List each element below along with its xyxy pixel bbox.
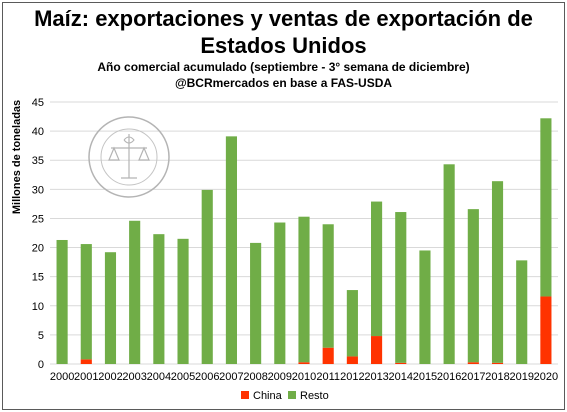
y-tick-label: 45: [32, 97, 44, 109]
legend-label-resto: Resto: [300, 390, 329, 402]
chart-subtitle-line-1: Año comercial acumulado (septiembre - 3°…: [97, 60, 470, 74]
bar-resto-2019: [516, 260, 528, 364]
y-tick-label: 25: [32, 213, 44, 225]
bar-china-2011: [322, 347, 334, 364]
bar-resto-2013: [371, 201, 383, 337]
y-tick-label: 40: [32, 126, 44, 138]
bar-resto-2020: [540, 118, 552, 297]
chart-title-line-2: Estados Unidos: [200, 33, 367, 58]
x-tick-label: 2002: [98, 371, 122, 383]
x-tick-label: 2010: [292, 371, 316, 383]
bar-resto-2010: [298, 216, 310, 363]
y-tick-label: 35: [32, 155, 44, 167]
x-tick-label: 2011: [316, 371, 340, 383]
x-tick-label: 2001: [74, 371, 98, 383]
bcr-seal-watermark: [88, 116, 170, 198]
bar-china-2014: [395, 362, 407, 364]
bar-resto-2014: [395, 212, 407, 363]
y-tick-label: 30: [32, 184, 44, 196]
x-tick-label: 2003: [122, 371, 146, 383]
x-tick-label: 2007: [219, 371, 243, 383]
legend-swatch-resto: [288, 391, 296, 399]
x-tick-label: 2020: [534, 371, 558, 383]
x-tick-label: 2012: [340, 371, 364, 383]
bar-resto-2012: [346, 290, 358, 357]
x-tick-label: 2006: [195, 371, 219, 383]
bar-resto-2003: [129, 220, 141, 364]
x-tick-label: 2004: [147, 371, 171, 383]
bar-resto-2006: [201, 189, 213, 364]
bar-china-2018: [491, 362, 504, 364]
legend: China Resto: [241, 390, 329, 402]
y-axis-ticks: 0 5 10 15 20 25 30 35 40 45: [32, 97, 44, 371]
bar-china-2020: [540, 296, 552, 364]
bar-resto-2018: [491, 181, 504, 363]
x-tick-label: 2000: [50, 371, 74, 383]
bar-resto-2009: [274, 222, 286, 364]
x-tick-label: 2014: [389, 371, 413, 383]
bar-china-2001: [80, 359, 92, 364]
bar-resto-2000: [56, 239, 68, 364]
x-tick-label: 2005: [171, 371, 195, 383]
legend-label-china: China: [253, 390, 283, 402]
chart-title-line-1: Maíz: exportaciones y ventas de exportac…: [34, 6, 533, 31]
y-tick-label: 10: [32, 301, 44, 313]
y-axis-label: Millones de toneladas: [11, 100, 23, 214]
x-tick-label: 2013: [364, 371, 388, 383]
y-tick-label: 20: [32, 243, 44, 255]
bar-resto-2015: [419, 250, 431, 364]
x-tick-label: 2015: [413, 371, 437, 383]
x-tick-label: 2019: [509, 371, 533, 383]
bar-china-2010: [298, 362, 310, 364]
y-tick-label: 5: [38, 330, 44, 342]
bar-china-2017: [467, 362, 479, 364]
bar-resto-2016: [443, 164, 455, 364]
bar-china-2012: [346, 356, 358, 364]
y-tick-label: 0: [38, 359, 44, 371]
bar-resto-2017: [467, 209, 479, 363]
bar-resto-2001: [80, 244, 92, 360]
x-tick-label: 2018: [485, 371, 509, 383]
x-tick-label: 2017: [461, 371, 485, 383]
bar-resto-2008: [250, 242, 262, 364]
x-tick-label: 2008: [243, 371, 267, 383]
x-axis-ticks: 2000 2001 2002 2003 2004 2005 2006 2007 2008 2009…: [50, 371, 558, 383]
x-tick-label: 2016: [437, 371, 461, 383]
x-tick-label: 2009: [268, 371, 292, 383]
bar-resto-2002: [104, 252, 117, 364]
chart-subtitle-line-2: @BCRmercados en base a FAS-USDA: [174, 76, 393, 90]
bar-resto-2007: [225, 136, 237, 364]
bar-resto-2005: [177, 238, 189, 364]
bar-resto-2004: [153, 234, 165, 364]
bar-china-2013: [371, 336, 383, 364]
bar-resto-2011: [322, 224, 334, 348]
legend-swatch-china: [241, 391, 249, 399]
y-tick-label: 15: [32, 272, 44, 284]
bars: [56, 118, 552, 364]
